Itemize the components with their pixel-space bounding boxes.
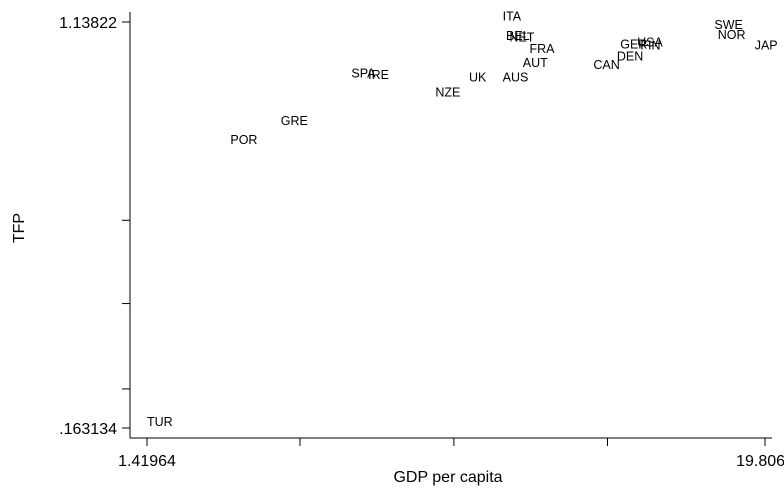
axes (129, 12, 772, 439)
point-label-net: NET (509, 30, 534, 44)
point-label-ita: ITA (503, 10, 522, 24)
point-label-aut: AUT (523, 56, 548, 70)
point-label-aus: AUS (503, 71, 529, 85)
tick-labels: 1.41964 19.8063 .163134 1.13822 (59, 15, 784, 470)
point-label-usa: USA (637, 35, 663, 49)
point-label-jap: JAP (755, 39, 778, 53)
point-label-spa: SPA (351, 67, 376, 81)
point-label-nze: NZE (435, 85, 460, 99)
x-tick-label: 1.41964 (118, 453, 176, 470)
point-label-den: DEN (617, 49, 643, 63)
point-label-fin: FIN (640, 39, 660, 53)
point-label-fra: FRA (530, 42, 556, 56)
point-label-can: CAN (593, 58, 619, 72)
y-tick-label: .163134 (59, 421, 117, 438)
point-label-tur: TUR (147, 415, 173, 429)
y-axis-title: TFP (11, 213, 28, 243)
x-tick-label: 19.8063 (736, 453, 784, 470)
point-label-gre: GRE (281, 114, 308, 128)
point-label-ire: IRE (368, 68, 389, 82)
y-tick-label: 1.13822 (59, 15, 117, 32)
point-label-bel: BEL (506, 29, 530, 43)
point-label-uk: UK (469, 70, 487, 84)
point-label-swe: SWE (714, 18, 742, 32)
point-label-por: POR (230, 133, 257, 147)
tick-marks (122, 21, 766, 446)
point-label-nor: NOR (718, 28, 746, 42)
x-axis-title: GDP per capita (393, 469, 502, 486)
point-label-ger: GER (620, 37, 647, 51)
